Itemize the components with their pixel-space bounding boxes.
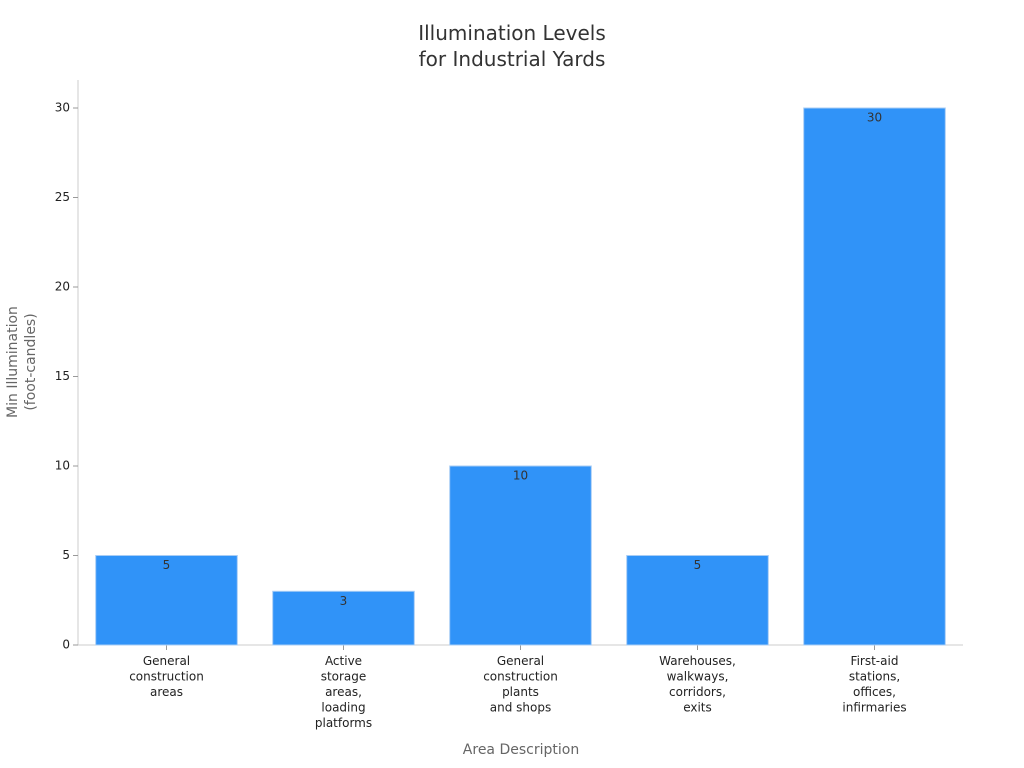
x-tick-label-line: plants [502, 685, 539, 699]
x-tick-label-line: walkways, [667, 669, 729, 683]
x-tick-label-line: storage [321, 669, 367, 683]
chart-title-line: Illumination Levels [418, 21, 606, 45]
x-tick-label-line: First-aid [851, 654, 899, 668]
x-tick-label-line: and shops [490, 700, 551, 714]
x-tick-label-line: corridors, [669, 685, 726, 699]
x-tick-label-line: offices, [853, 685, 896, 699]
y-tick-label: 0 [62, 638, 70, 652]
x-tick-label-line: stations, [849, 669, 900, 683]
chart-title: Illumination Levels for Industrial Yards [418, 21, 606, 71]
y-tick-label: 10 [55, 459, 70, 473]
y-axis-title-line: Min Illumination [5, 306, 21, 418]
value-label: 10 [513, 469, 528, 483]
y-tick-label: 15 [55, 369, 70, 383]
x-tick-label: Warehouses, walkways, corridors, exits [659, 654, 736, 715]
x-tick-label-line: construction [483, 669, 558, 683]
x-tick-label-line: General [143, 654, 190, 668]
x-tick-label: First-aid stations, offices, infirmaries [842, 654, 906, 715]
y-tick-label: 25 [55, 190, 70, 204]
x-tick-label-line: construction [129, 669, 204, 683]
x-axis-title: Area Description [463, 742, 579, 758]
x-tick-label-line: exits [683, 700, 712, 714]
value-label: 5 [694, 558, 702, 572]
y-tick-label: 20 [55, 280, 70, 294]
x-tick-label-line: platforms [315, 716, 372, 730]
value-label: 30 [867, 111, 882, 125]
y-tick-label: 5 [62, 548, 70, 562]
x-tick-label-line: areas, [325, 685, 362, 699]
x-tick-label-line: infirmaries [842, 700, 906, 714]
x-tick-label-line: Warehouses, [659, 654, 736, 668]
bar [803, 107, 946, 646]
value-label: 5 [163, 558, 171, 572]
x-tick-label-line: areas [150, 685, 183, 699]
x-tick-label-line: General [497, 654, 544, 668]
x-tick-label-line: loading [321, 700, 365, 714]
chart-title-line: for Industrial Yards [419, 47, 606, 71]
x-tick-label: General construction areas [129, 654, 204, 699]
y-tick-label: 30 [55, 101, 70, 115]
x-tick-label: General construction plants and shops [483, 654, 558, 715]
y-axis-title-line: (foot-candles) [23, 313, 39, 410]
bar [272, 590, 415, 646]
bar [449, 465, 592, 646]
y-axis-title: Min Illumination (foot-candles) [5, 306, 39, 418]
value-label: 3 [340, 594, 348, 608]
x-tick-label: Active storage areas, loading platforms [315, 654, 372, 730]
bar [95, 555, 238, 646]
bar [626, 555, 769, 646]
x-tick-label-line: Active [325, 654, 362, 668]
